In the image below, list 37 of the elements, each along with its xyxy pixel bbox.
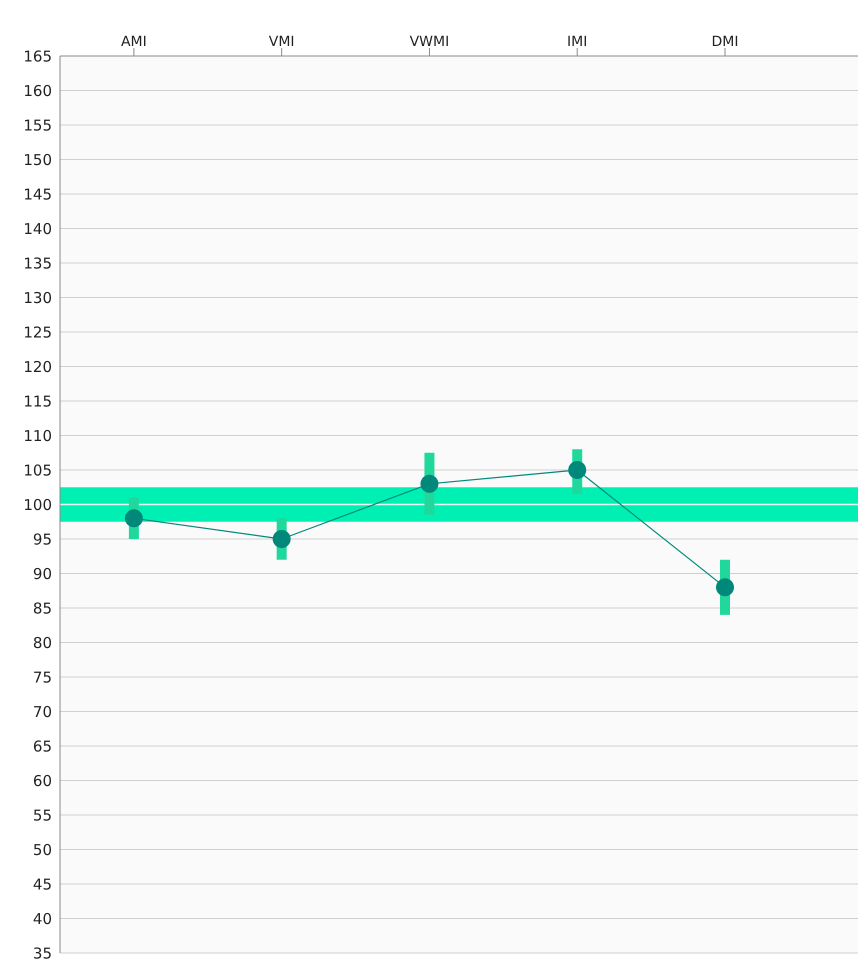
x-tick-label: VWMI [410,34,450,50]
y-tick-label: 115 [23,392,52,410]
y-tick-label: 35 [32,944,52,962]
y-tick-label: 45 [32,875,52,894]
y-tick-label: 65 [32,737,52,756]
x-tick-label: DMI [712,34,738,50]
point [272,530,291,548]
y-tick-label: 105 [23,461,52,480]
y-tick-label: 40 [32,910,52,928]
y-tick-label: 60 [32,772,52,790]
x-tick-label: IMI [567,34,588,50]
y-tick-label: 120 [23,358,52,376]
y-tick-label: 55 [32,806,52,824]
y-tick-label: 50 [32,840,52,859]
y-tick-label: 70 [32,702,52,721]
y-tick-label: 125 [23,323,52,342]
y-tick-label: 110 [23,426,52,445]
y-tick-label: 90 [32,564,52,583]
y-tick-label: 165 [23,47,52,66]
x-tick-label: AMI [120,34,147,50]
y-tick-label: 95 [32,530,52,548]
y-tick-label: 100 [23,496,52,514]
y-tick-label: 75 [32,668,52,686]
y-tick-label: 85 [32,599,52,618]
point [568,461,586,479]
y-tick-label: 160 [23,82,52,100]
y-tick-label: 135 [23,254,52,272]
y-tick-label: 130 [23,288,52,307]
y-tick-label: 155 [23,116,52,134]
x-tick-label: VMI [268,34,295,50]
y-tick-label: 140 [23,220,52,238]
point [420,474,438,493]
point [716,578,734,596]
y-tick-label: 80 [32,634,52,652]
y-tick-label: 150 [23,150,52,169]
y-tick-label: 145 [23,185,52,204]
point [124,509,143,528]
